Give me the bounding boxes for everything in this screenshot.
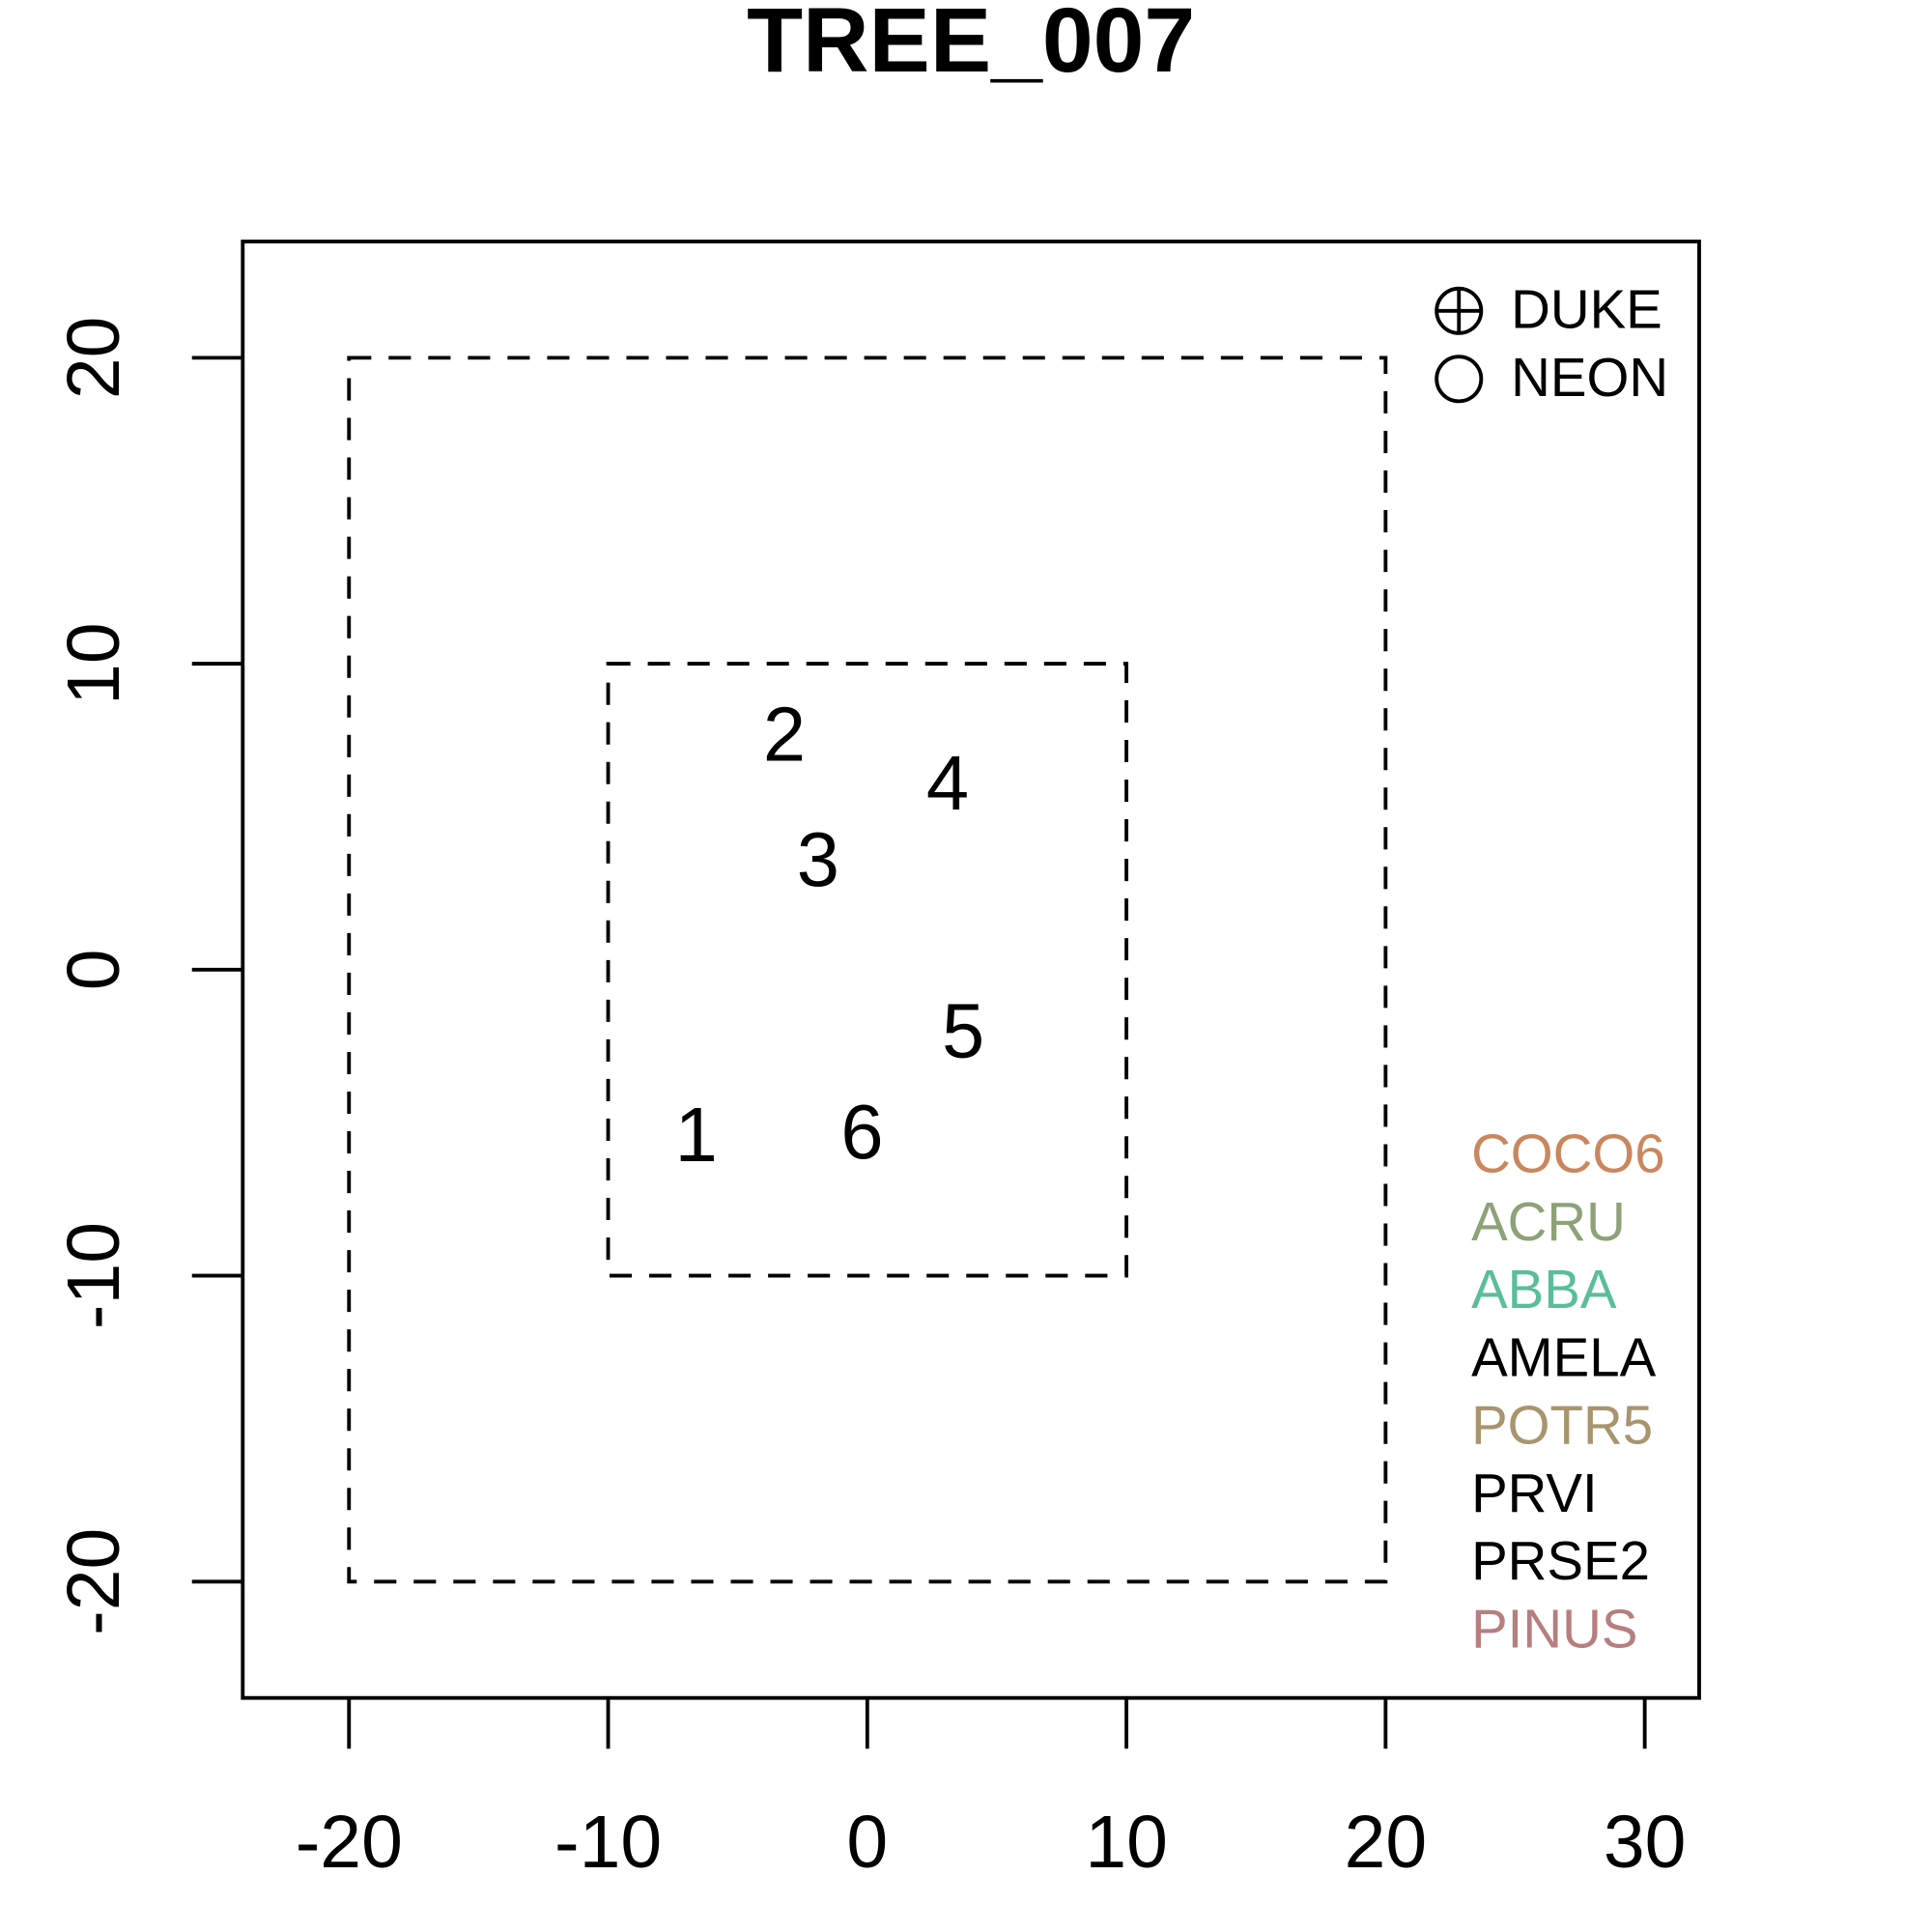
x-tick-label: 20 <box>1345 1801 1428 1884</box>
species-label: ACRU <box>1471 1191 1626 1252</box>
y-tick-label: -20 <box>52 1528 135 1635</box>
region-box <box>606 662 1129 1278</box>
x-tick-label: 0 <box>846 1801 888 1884</box>
species-label: PRSE2 <box>1471 1530 1650 1591</box>
point-label: 2 <box>763 691 806 777</box>
y-tick-label: 0 <box>52 949 135 990</box>
x-tick-label: 30 <box>1604 1801 1687 1884</box>
point-label: 1 <box>675 1092 718 1178</box>
y-tick-label: -10 <box>52 1222 135 1329</box>
species-label: ABBA <box>1471 1259 1617 1320</box>
y-tick-label: 20 <box>52 317 135 400</box>
species-label: AMELA <box>1471 1326 1657 1387</box>
species-label: COCO6 <box>1471 1123 1665 1184</box>
y-tick-label: 10 <box>52 622 135 705</box>
point-label: 5 <box>942 988 984 1074</box>
point-label: 4 <box>926 740 969 826</box>
legend-label: NEON <box>1511 347 1668 408</box>
region-box <box>347 355 1388 1584</box>
point-label: 6 <box>840 1089 883 1175</box>
point-label: 3 <box>797 816 839 902</box>
species-label: PINUS <box>1471 1598 1637 1659</box>
species-label: PRVI <box>1471 1463 1598 1523</box>
x-tick-label: -20 <box>296 1801 403 1884</box>
legend-symbol-neon <box>1435 355 1484 404</box>
chart-title: TREE_007 <box>747 0 1195 92</box>
species-label: POTR5 <box>1471 1395 1653 1456</box>
x-tick-label: -10 <box>554 1801 662 1884</box>
legend-label: DUKE <box>1511 278 1662 339</box>
x-tick-label: 10 <box>1085 1801 1168 1884</box>
